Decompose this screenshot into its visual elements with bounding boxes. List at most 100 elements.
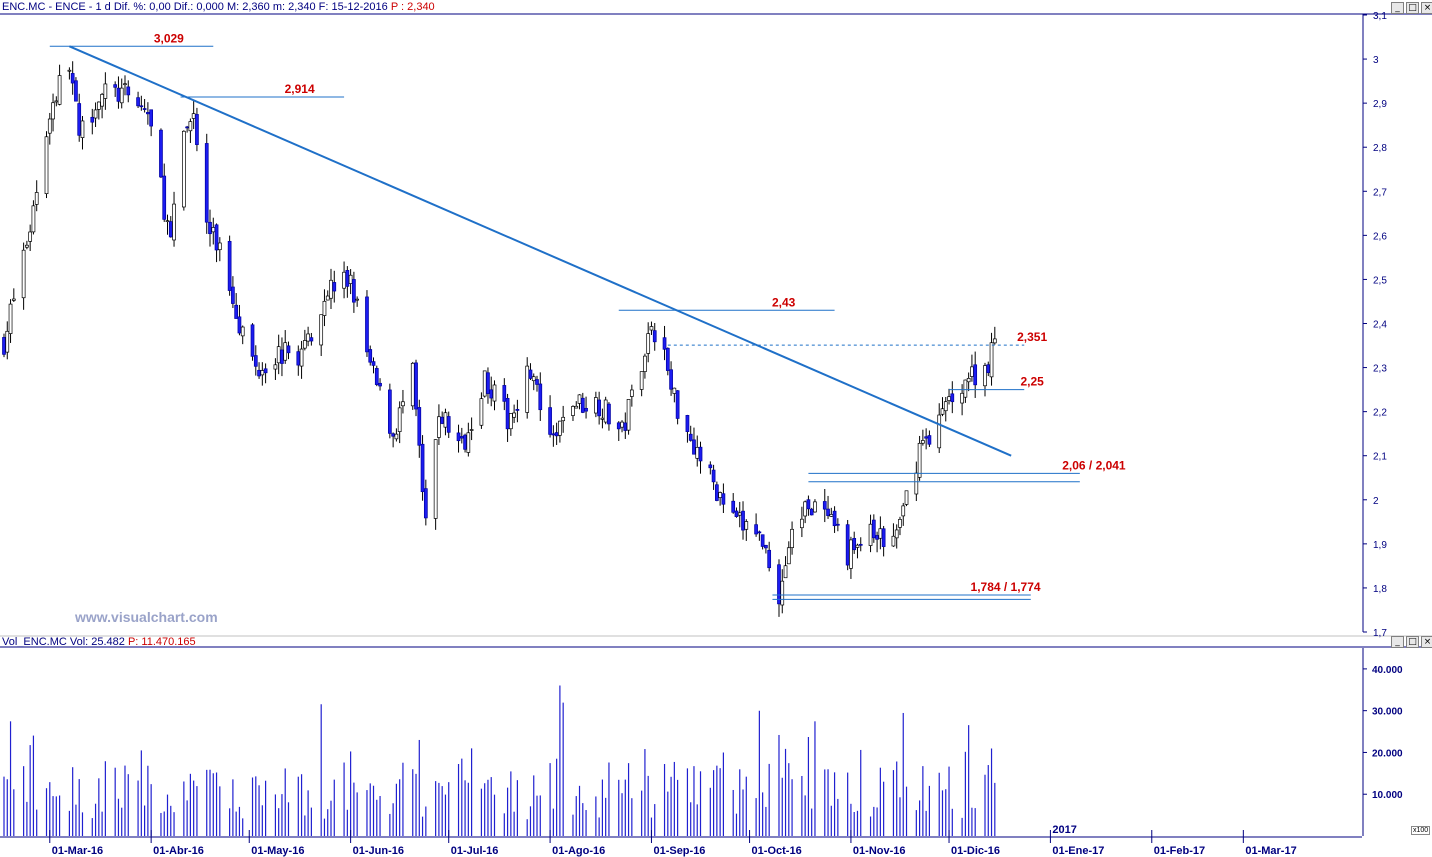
- candle-body: [70, 73, 75, 84]
- candle-body: [685, 415, 690, 432]
- candle-body: [786, 547, 791, 565]
- maximize-icon[interactable]: □: [1406, 636, 1419, 648]
- price-level-label: 1,784 / 1,774: [971, 580, 1041, 594]
- candle-body: [760, 534, 765, 547]
- candle-body: [509, 413, 513, 430]
- price-level-label: 2,43: [772, 295, 796, 309]
- candle-body: [165, 220, 170, 223]
- candle-body: [767, 549, 772, 569]
- price-level-label: 2,25: [1021, 375, 1045, 389]
- x-axis-tick-label: 01-Mar-17: [1245, 845, 1296, 857]
- price-axis-tick-label: 3,1: [1373, 11, 1387, 22]
- candle-body: [260, 370, 265, 376]
- candle-body: [535, 379, 539, 385]
- candle-body: [966, 378, 971, 383]
- candle-body: [126, 86, 131, 96]
- candle-body: [309, 337, 314, 342]
- candle-body: [904, 490, 909, 505]
- close-icon[interactable]: ×: [1421, 2, 1432, 14]
- candle-body: [561, 416, 566, 422]
- candle-body: [299, 348, 304, 367]
- candle-body: [548, 407, 552, 435]
- candle-body: [571, 406, 575, 416]
- candle-body: [217, 242, 222, 251]
- candle-body: [845, 524, 850, 566]
- candle-body: [162, 175, 167, 220]
- candle-body: [917, 442, 922, 478]
- candle-body: [665, 347, 670, 371]
- candle-body: [159, 129, 163, 178]
- candle-body: [365, 296, 369, 353]
- candle-body: [914, 472, 919, 495]
- candle-body: [103, 83, 108, 99]
- candle-body: [463, 434, 467, 450]
- candle-body: [620, 421, 624, 428]
- candle-body: [741, 510, 745, 531]
- candle-body: [119, 87, 124, 104]
- candle-body: [790, 528, 794, 548]
- maximize-icon[interactable]: □: [1406, 2, 1419, 14]
- axes: 3,1 3 2,9 2,8 2,7 2,6 2,5 2,4 2,3 2,2 2,1 2 1,9 1,8 1,…: [49, 11, 1403, 857]
- candle-body: [754, 524, 758, 535]
- x-axis-tick-label: 01-Sep-16: [653, 845, 705, 857]
- candle-body: [855, 544, 860, 548]
- price-axis-tick-label: 1,7: [1373, 628, 1387, 639]
- candle-body: [806, 499, 811, 510]
- candle-body: [185, 126, 189, 129]
- candle-body: [100, 94, 104, 107]
- candle-body: [737, 512, 742, 516]
- candle-body: [623, 422, 628, 431]
- x-axis-tick-label: 01-Mar-16: [52, 845, 103, 857]
- candle-body: [195, 114, 199, 145]
- candle-body: [649, 326, 654, 331]
- candle-body: [809, 508, 814, 516]
- price-level-label: 2,914: [285, 82, 315, 96]
- candle-body: [240, 326, 245, 337]
- candle-body: [231, 286, 235, 304]
- candle-body: [329, 279, 333, 299]
- candle-body: [31, 205, 36, 233]
- candle-body: [51, 102, 55, 120]
- candle-body: [466, 432, 471, 453]
- minimize-icon[interactable]: _: [1391, 2, 1404, 14]
- candle-body: [410, 362, 415, 407]
- candle-body: [482, 370, 487, 397]
- price-panel-window-buttons: _ □ ×: [1391, 2, 1432, 14]
- x-axis-tick-label: 01-Oct-16: [752, 845, 802, 857]
- candle-body: [34, 192, 39, 205]
- resistance-trendline: [69, 45, 1012, 457]
- candle-body: [924, 436, 928, 439]
- candle-body: [44, 136, 49, 195]
- x-axis-tick-label: 01-Ago-16: [552, 845, 605, 857]
- minimize-icon[interactable]: _: [1391, 636, 1404, 648]
- watermark: www.visualchart.com: [75, 609, 218, 625]
- volume-axis-tick-label: 10.000: [1372, 790, 1403, 801]
- price-axis-tick-label: 2,1: [1373, 452, 1387, 463]
- price-axis-tick-label: 1,8: [1373, 584, 1387, 595]
- candle-body: [21, 249, 26, 299]
- price-level-label: 2,06 / 2,041: [1062, 458, 1126, 472]
- volume-axis-tick-label: 30.000: [1372, 707, 1403, 718]
- candle-body: [963, 379, 968, 398]
- candle-body: [927, 435, 932, 445]
- close-icon[interactable]: ×: [1421, 636, 1432, 648]
- candle-body: [505, 398, 510, 430]
- candle-body: [937, 414, 942, 449]
- candle-body: [459, 436, 464, 439]
- candle-body: [391, 433, 395, 437]
- candle-body: [580, 397, 585, 413]
- candle-body: [669, 369, 673, 390]
- candle-body: [688, 433, 693, 441]
- candle-body: [574, 405, 579, 409]
- candle-body: [554, 432, 559, 437]
- candle-body: [711, 469, 716, 483]
- price-axis-tick-label: 2,2: [1373, 408, 1387, 419]
- candle-body: [394, 433, 399, 440]
- candle-body: [970, 366, 974, 377]
- candle-body: [74, 80, 78, 102]
- chart-frame: [0, 13, 1432, 838]
- candle-body: [345, 270, 350, 287]
- candle-body: [894, 529, 899, 539]
- candle-body: [898, 519, 902, 528]
- price-axis-tick-label: 2,8: [1373, 143, 1387, 154]
